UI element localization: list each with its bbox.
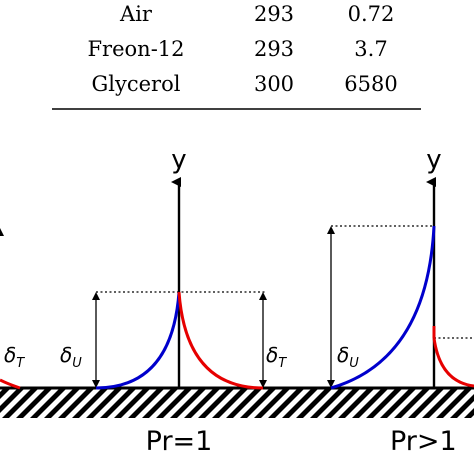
dimension-arrow-icon [327, 226, 335, 234]
thermal-thickness-label: δT [266, 343, 287, 371]
table-row: Glycerol 300 6580 [92, 72, 398, 96]
thermal-profile-curve [0, 378, 21, 390]
dimension-arrow-icon [92, 380, 100, 388]
velocity-thickness-label: δU [60, 343, 82, 371]
fluid-temperature: 300 [254, 72, 294, 96]
dimension-arrow-icon [259, 380, 267, 388]
fluid-name: Glycerol [92, 72, 181, 96]
fluid-prandtl: 3.7 [354, 37, 387, 61]
fluid-name: Freon-12 [87, 37, 184, 61]
left-partial-panel: δT [0, 228, 25, 390]
y-axis-label: y [171, 145, 186, 175]
dimension-arrow-icon [92, 292, 100, 300]
fluid-temperature: 293 [254, 2, 294, 26]
table-row: Air 293 0.72 [119, 2, 394, 26]
panel-caption: Pr=1 [146, 426, 213, 457]
table-row: Freon-12 293 3.7 [87, 37, 387, 61]
wall-hatching [0, 388, 474, 418]
fluid-prandtl: 0.72 [348, 2, 395, 26]
fluid-name: Air [119, 2, 153, 26]
panel-pr-1: y δU δT Pr=1 [60, 145, 287, 457]
dimension-arrow-icon [259, 292, 267, 300]
velocity-thickness-label: δU [337, 343, 359, 371]
thermal-profile-curve [177, 291, 264, 390]
fluid-prandtl: 6580 [344, 72, 397, 96]
velocity-profile-curve [330, 225, 436, 390]
partial-arrow-icon [0, 228, 4, 236]
y-axis-label: y [426, 145, 441, 175]
velocity-profile-curve [95, 291, 181, 390]
panel-pr-greater-1: y δU Pr>1 [327, 145, 474, 457]
panel-caption: Pr>1 [390, 426, 457, 457]
dimension-arrow-icon [327, 380, 335, 388]
thermal-thickness-label: δT [4, 343, 25, 371]
fluid-temperature: 293 [254, 37, 294, 61]
thermal-profile-curve [432, 337, 474, 388]
fluid-table: Air 293 0.72 Freon-12 293 3.7 Glycerol 3… [52, 2, 421, 110]
